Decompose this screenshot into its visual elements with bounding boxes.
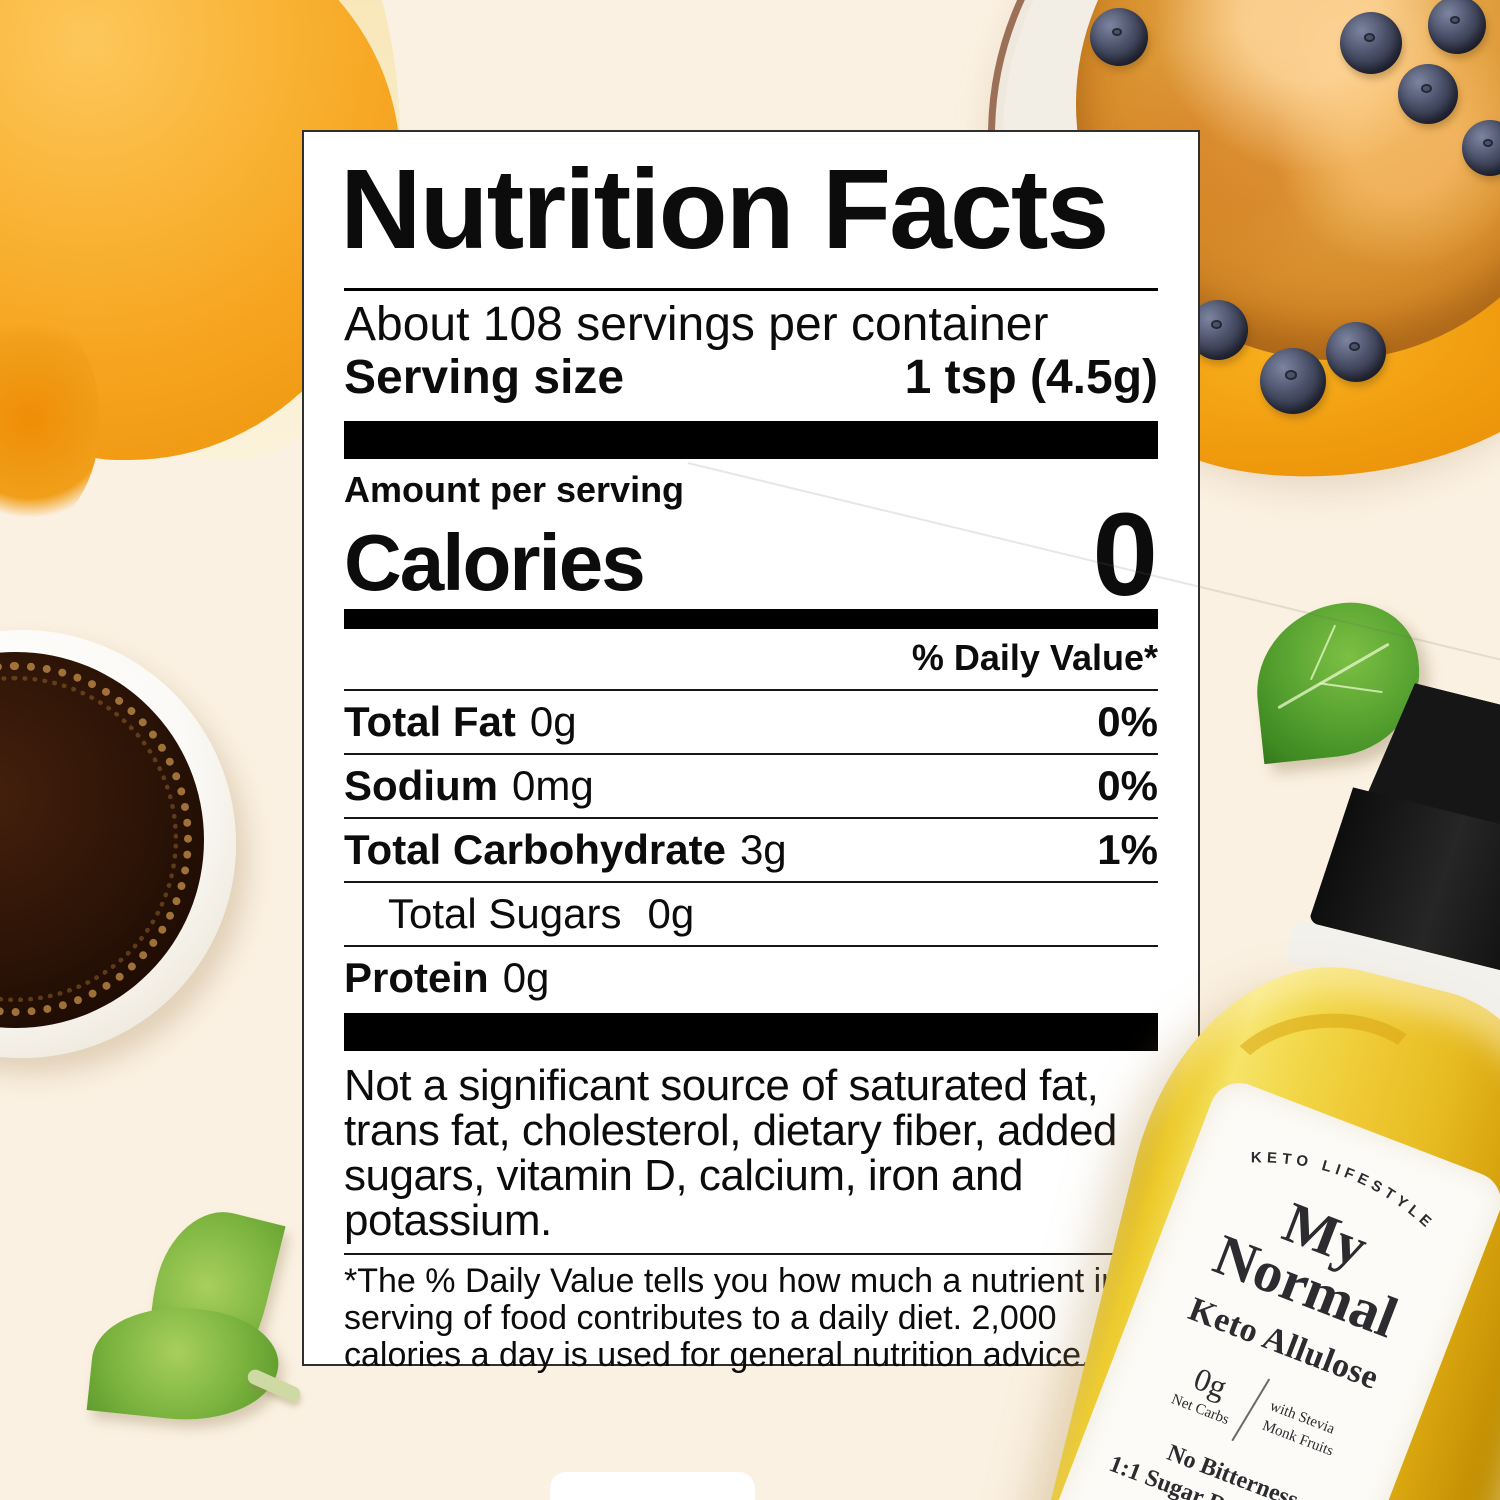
blueberry <box>1462 120 1500 176</box>
blueberry <box>1398 64 1458 124</box>
blueberry <box>1428 0 1486 54</box>
nutrient-amount: 0g <box>529 697 577 745</box>
daily-value-header: % Daily Value* <box>911 636 1158 678</box>
nutrient-amount: 3g <box>739 825 787 873</box>
nutrient-row: Total Carbohydrate 3g 1% <box>344 816 1158 881</box>
servings-per-container: About 108 servings per container <box>344 297 1049 351</box>
amount-per-serving: Amount per serving <box>344 468 685 510</box>
calories-value: 0 <box>1092 488 1158 621</box>
nutrient-name: Total Carbohydrate <box>344 825 726 873</box>
nutrient-rows: Total Fat 0g 0% Sodium 0mg 0% Total Carb… <box>344 688 1158 1009</box>
nutrient-daily-value: 1% <box>1097 825 1158 873</box>
serving-size-value: 1 tsp (4.5g) <box>904 350 1158 404</box>
nutrient-row: Protein 0g <box>344 944 1158 1009</box>
nutrient-amount: 0g <box>502 953 550 1001</box>
nutrient-daily-value: 0% <box>1097 697 1158 745</box>
bottle-front-label: KETO LIFESTYLE My Normal Keto Allulose 0… <box>971 1074 1500 1500</box>
nutrient-row: Total Sugars 0g <box>344 880 1158 945</box>
calories-label: Calories <box>344 517 646 607</box>
nutrient-row: Sodium 0mg 0% <box>344 752 1158 817</box>
nutrient-name: Total Fat <box>344 697 516 745</box>
nutrient-daily-value: 0% <box>1097 761 1158 809</box>
nutrient-row: Total Fat 0g 0% <box>344 688 1158 753</box>
not-significant-text: Not a significant source of saturated fa… <box>344 1060 1117 1245</box>
title-rule <box>344 287 1158 291</box>
nutrient-amount: 0g <box>647 889 695 937</box>
nutrition-facts-title: Nutrition Facts <box>340 146 1109 272</box>
blueberry <box>1326 322 1386 382</box>
nutrient-amount: 0mg <box>512 761 594 809</box>
blueberry <box>1260 348 1326 414</box>
nutrient-name: Protein <box>344 953 489 1001</box>
serving-size-label: Serving size <box>344 350 625 404</box>
daily-value-footnote: *The % Daily Value tells you how much a … <box>344 1261 1149 1374</box>
thick-bar <box>344 608 1158 629</box>
blueberry <box>1090 8 1148 66</box>
nutrient-name: Total Sugars <box>388 889 622 937</box>
partial-white-card <box>550 1472 755 1500</box>
nutrient-name: Sodium <box>344 761 498 809</box>
thick-bar <box>344 1012 1158 1051</box>
nutrition-facts-panel: Nutrition Facts About 108 servings per c… <box>302 130 1200 1373</box>
thick-bar <box>344 420 1158 459</box>
blueberry <box>1340 12 1402 74</box>
footnote-rule <box>344 1252 1158 1255</box>
allulose-bottle: KETO LIFESTYLE My Normal Keto Allulose 0… <box>971 584 1500 1500</box>
